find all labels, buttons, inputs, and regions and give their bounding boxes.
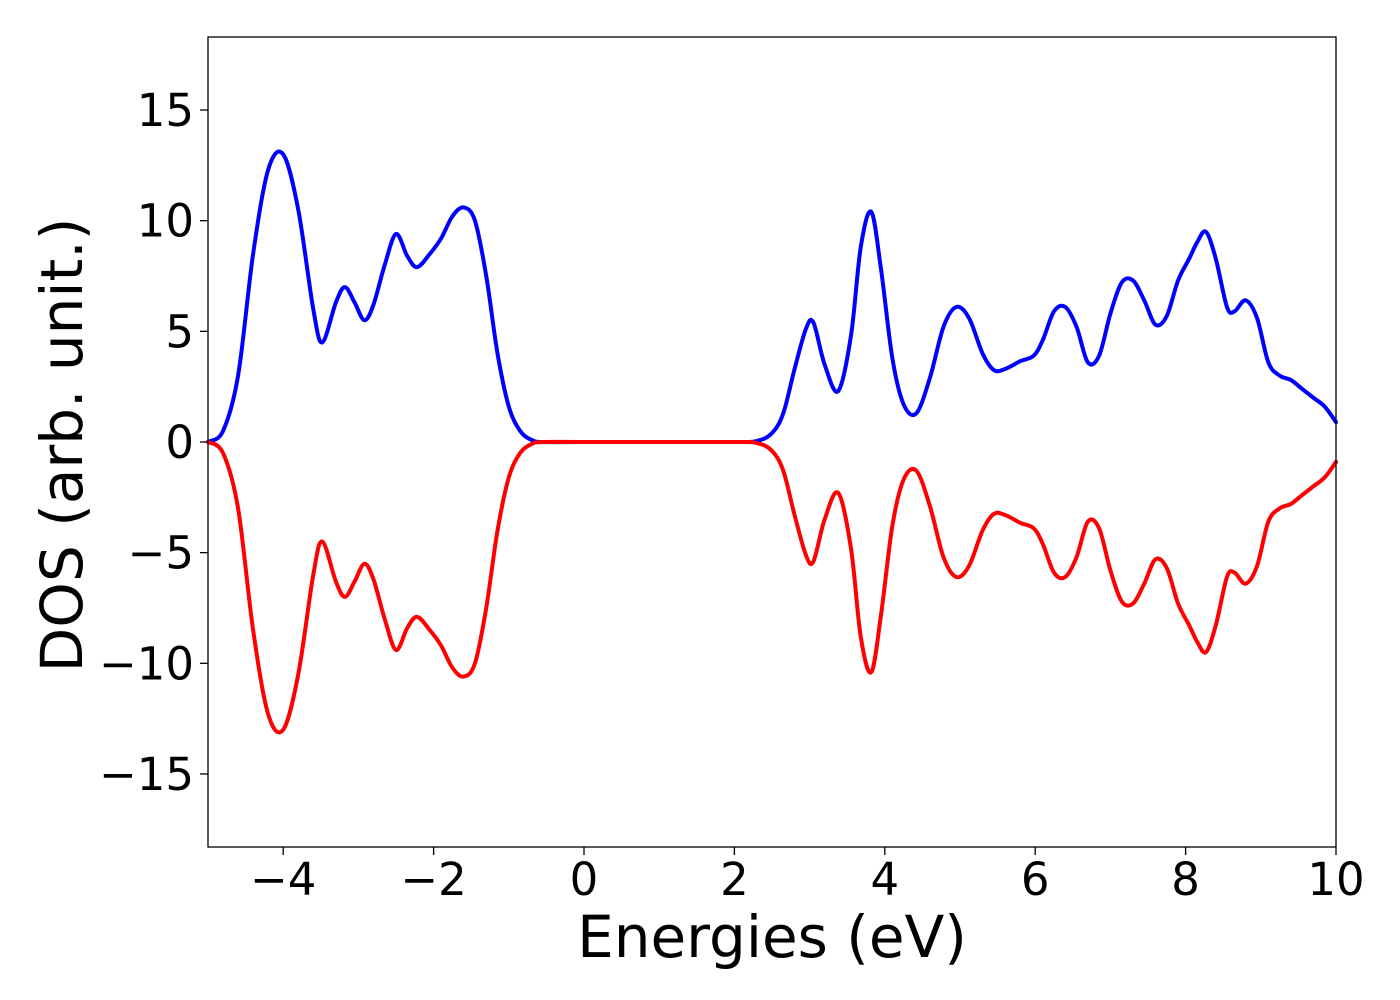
plot-frame (207, 36, 1337, 848)
x-tick-label: 0 (570, 853, 599, 906)
series-line-2 (206, 439, 1338, 735)
series-line-1 (206, 149, 1338, 445)
y-tick-label: 10 (137, 195, 194, 248)
x-axis-ticks: −4 −2 0 2 4 6 8 10 (250, 847, 1365, 906)
y-tick-label: −15 (99, 748, 194, 801)
y-tick-label: 0 (165, 416, 194, 469)
y-tick-label: −5 (128, 527, 194, 580)
x-axis-label: Energies (eV) (577, 903, 967, 971)
y-tick-label: 15 (137, 84, 194, 137)
x-tick-label: −2 (400, 853, 466, 906)
x-tick-label: 6 (1021, 853, 1050, 906)
x-tick-label: 2 (720, 853, 749, 906)
x-tick-label: 10 (1307, 853, 1364, 906)
x-tick-label: 8 (1171, 853, 1200, 906)
series-layer (206, 149, 1338, 735)
x-tick-label: −4 (250, 853, 316, 906)
y-axis-ticks: −15 −10 −5 0 5 10 15 (99, 84, 208, 801)
y-tick-label: 5 (165, 305, 194, 358)
x-tick-label: 4 (870, 853, 899, 906)
y-axis-label: DOS (arb. unit.) (28, 218, 96, 673)
y-tick-label: −10 (99, 637, 194, 690)
